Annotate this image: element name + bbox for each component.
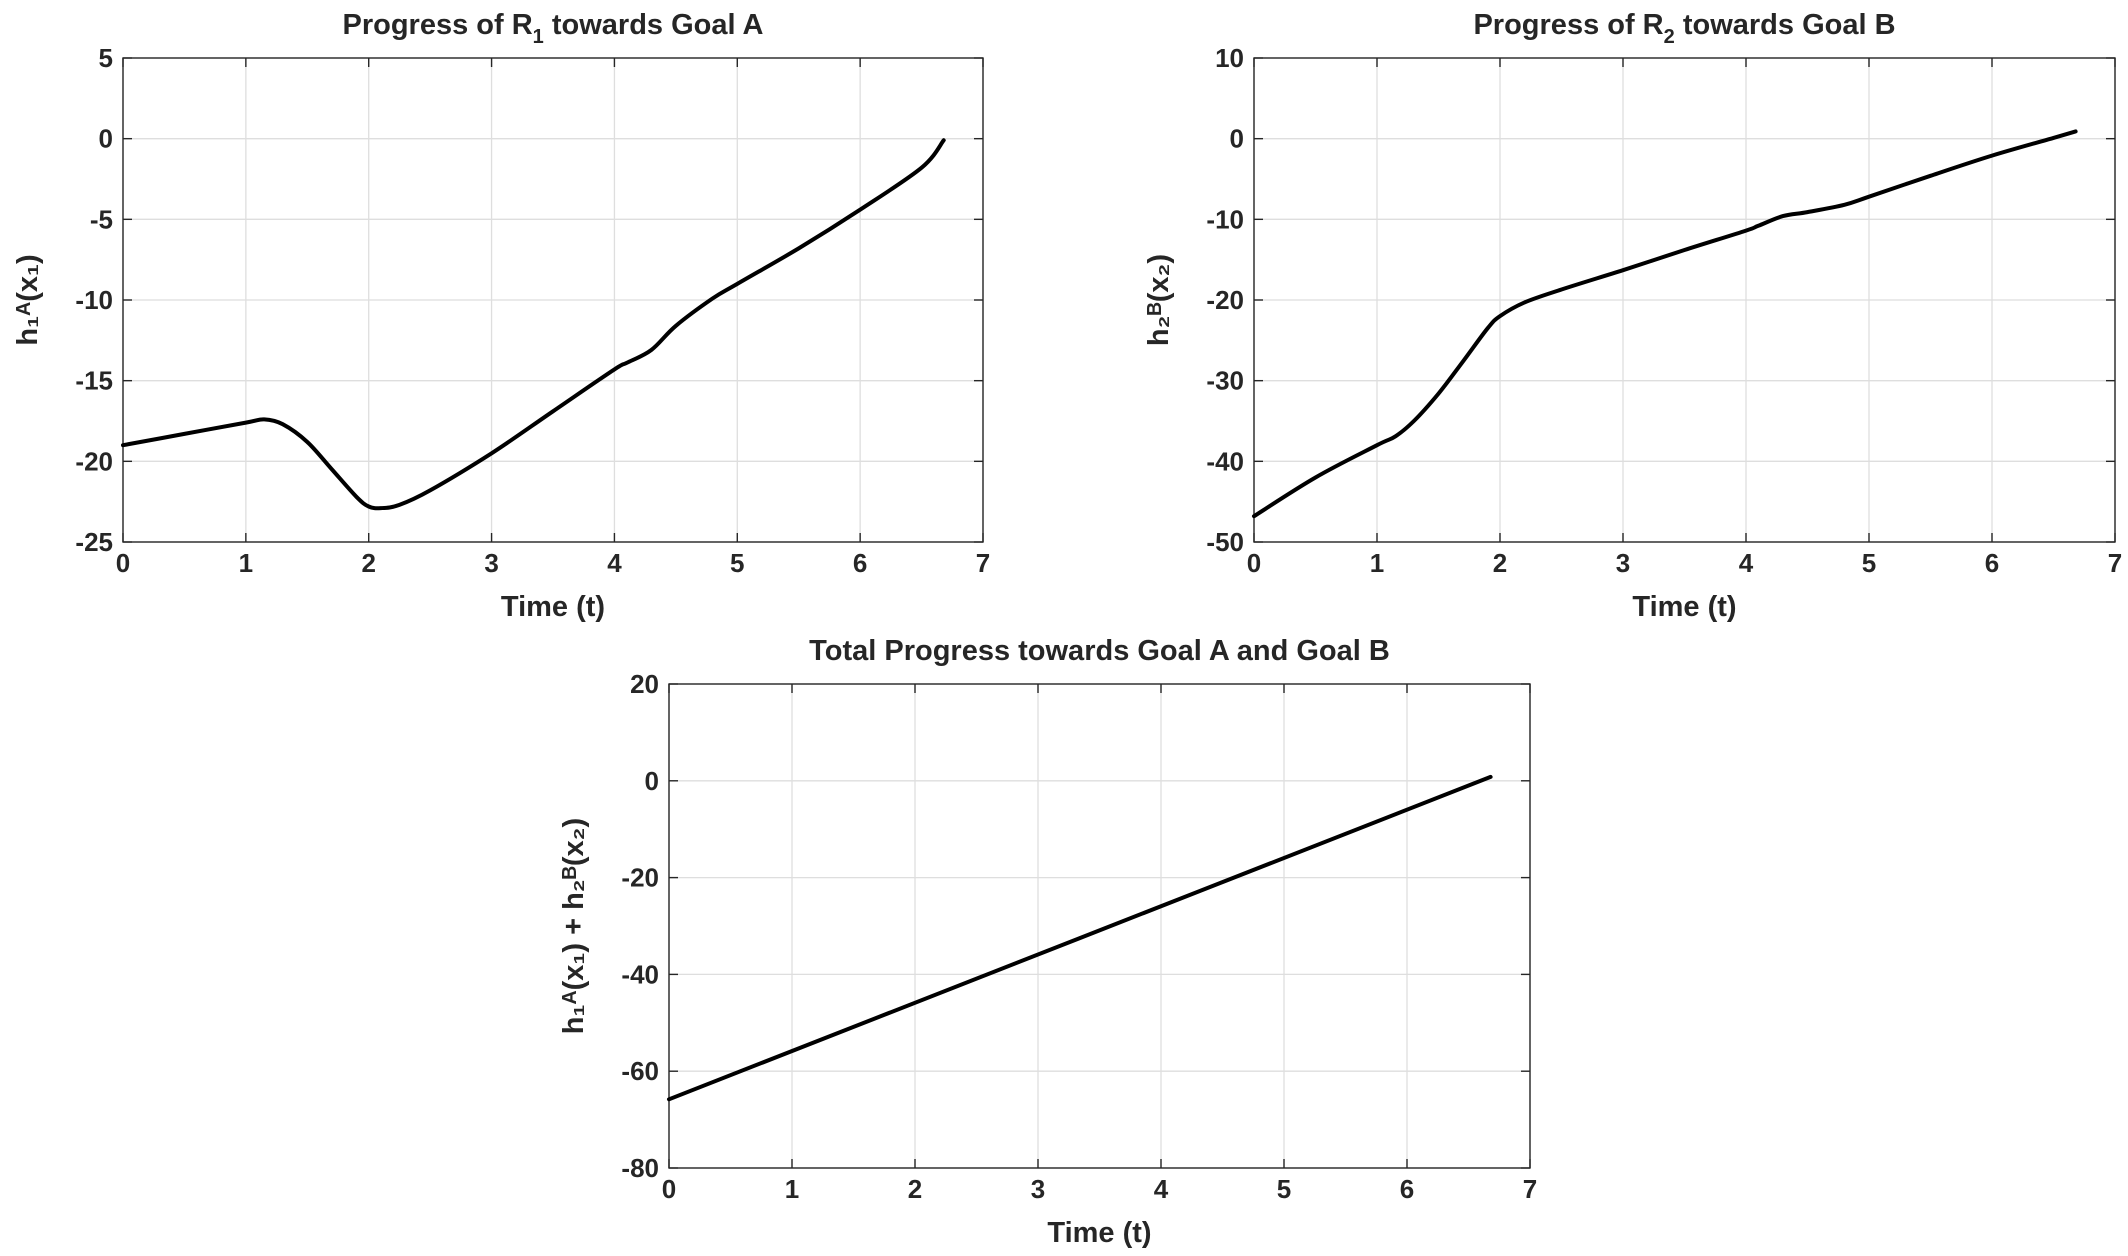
y-tick-label: 0 xyxy=(645,766,659,796)
y-tick-label: -40 xyxy=(621,959,659,989)
tick-marks xyxy=(668,683,1531,1169)
series-line xyxy=(121,138,946,511)
gridlines xyxy=(668,683,1531,1169)
y-tick-label: -20 xyxy=(621,863,659,893)
y-tick-label: 10 xyxy=(1215,43,1244,73)
y-tick-label: -80 xyxy=(621,1153,659,1183)
chart-title: Progress of R2 towards Goal B xyxy=(1473,9,1895,48)
plot-frame xyxy=(1253,57,2116,543)
x-tick-label: 3 xyxy=(484,548,498,578)
x-tick-label: 4 xyxy=(1154,1174,1169,1204)
y-tick-label: 0 xyxy=(99,124,113,154)
x-axis-label: Time (t) xyxy=(1632,591,1736,623)
x-tick-label: 2 xyxy=(908,1174,922,1204)
plot-frame xyxy=(122,57,984,543)
chart-title: Total Progress towards Goal A and Goal B xyxy=(809,635,1390,667)
x-tick-labels: 0 1 2 3 4 5 6 7 xyxy=(116,548,990,578)
subplot-r1-goal-a: 0 1 2 3 4 5 6 7 5 0 -5 -10 -15 -20 -25 Progress of R1… xyxy=(12,9,990,623)
x-tick-labels: 0 1 2 3 4 5 6 7 xyxy=(662,1174,1537,1204)
subplot-total-progress: 0 1 2 3 4 5 6 7 20 0 -20 -40 -60 -80 Total Progress … xyxy=(558,635,1537,1249)
x-tick-label: 5 xyxy=(730,548,744,578)
x-tick-label: 4 xyxy=(1739,548,1754,578)
x-tick-label: 6 xyxy=(853,548,867,578)
y-tick-label: -30 xyxy=(1206,366,1244,396)
x-tick-label: 0 xyxy=(662,1174,676,1204)
y-tick-label: 0 xyxy=(1230,124,1244,154)
x-tick-label: 1 xyxy=(785,1174,799,1204)
gridlines xyxy=(1253,57,2116,543)
y-tick-label: -50 xyxy=(1206,527,1244,557)
y-tick-label: -10 xyxy=(1206,204,1244,234)
x-tick-label: 0 xyxy=(1247,548,1261,578)
plot-frame xyxy=(668,683,1531,1169)
x-tick-label: 7 xyxy=(976,548,990,578)
x-tick-label: 7 xyxy=(1523,1174,1537,1204)
y-tick-label: -20 xyxy=(75,446,113,476)
y-axis-label: h₁ᴬ(x₁) xyxy=(12,254,44,345)
y-tick-label: -10 xyxy=(75,285,113,315)
y-tick-label: -20 xyxy=(1206,285,1244,315)
x-tick-label: 4 xyxy=(607,548,622,578)
series-line xyxy=(667,774,1493,1102)
y-tick-label: -25 xyxy=(75,527,113,557)
x-tick-label: 7 xyxy=(2108,548,2122,578)
y-tick-label: -15 xyxy=(75,366,113,396)
y-tick-label: 5 xyxy=(99,43,113,73)
gridlines xyxy=(122,57,984,543)
chart-title: Progress of R1 towards Goal A xyxy=(343,9,764,48)
y-axis-label: h₁ᴬ(x₁) + h₂ᴮ(x₂) xyxy=(558,818,590,1034)
subplot-r2-goal-b: 0 1 2 3 4 5 6 7 10 0 -10 -20 -30 -40 -50 Progress of … xyxy=(1143,9,2122,623)
y-tick-labels: 20 0 -20 -40 -60 -80 xyxy=(621,669,659,1183)
x-tick-label: 5 xyxy=(1862,548,1876,578)
y-axis-label: h₂ᴮ(x₂) xyxy=(1143,254,1175,346)
x-tick-label: 6 xyxy=(1985,548,1999,578)
x-tick-labels: 0 1 2 3 4 5 6 7 xyxy=(1247,548,2122,578)
y-tick-labels: 5 0 -5 -10 -15 -20 -25 xyxy=(75,43,113,557)
y-tick-label: -60 xyxy=(621,1056,659,1086)
y-tick-label: -40 xyxy=(1206,446,1244,476)
x-tick-label: 0 xyxy=(116,548,130,578)
x-tick-label: 3 xyxy=(1031,1174,1045,1204)
y-tick-label: 20 xyxy=(630,669,659,699)
x-axis-label: Time (t) xyxy=(501,591,605,623)
x-tick-label: 2 xyxy=(1493,548,1507,578)
x-tick-label: 1 xyxy=(1370,548,1384,578)
x-tick-label: 2 xyxy=(361,548,375,578)
x-tick-label: 5 xyxy=(1277,1174,1291,1204)
y-tick-label: -5 xyxy=(90,204,113,234)
x-axis-label: Time (t) xyxy=(1047,1217,1151,1249)
x-tick-label: 1 xyxy=(239,548,253,578)
y-tick-labels: 10 0 -10 -20 -30 -40 -50 xyxy=(1206,43,1244,557)
series-line xyxy=(1252,129,2078,519)
x-tick-label: 6 xyxy=(1400,1174,1414,1204)
x-tick-label: 3 xyxy=(1616,548,1630,578)
